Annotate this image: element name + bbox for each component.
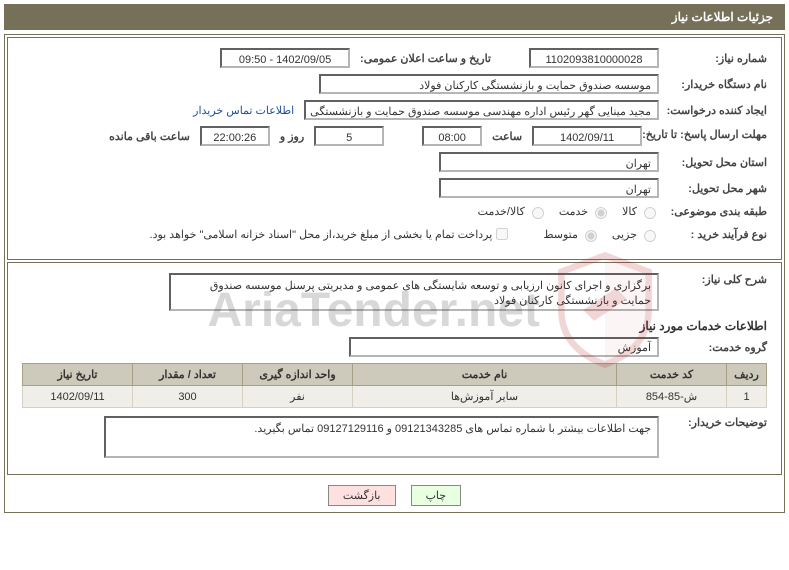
cat-service-label: خدمت xyxy=(559,205,588,218)
buyer-org-label: نام دستگاه خریدار: xyxy=(659,78,767,91)
th-row: ردیف xyxy=(727,364,767,386)
pub-datetime-field: 1402/09/05 - 09:50 xyxy=(220,48,350,68)
cell-idx: 1 xyxy=(727,386,767,408)
cat-goods-label: کالا xyxy=(622,205,637,218)
services-table: ردیف کد خدمت نام خدمت واحد اندازه گیری ت… xyxy=(22,363,767,408)
cat-goods-input[interactable] xyxy=(644,207,656,219)
row-deadline: مهلت ارسال پاسخ: تا تاریخ: 1402/09/11 سا… xyxy=(22,126,767,146)
cell-name: سایر آموزش‌ها xyxy=(353,386,617,408)
table-row: 1 ش-85-854 سایر آموزش‌ها نفر 300 1402/09… xyxy=(23,386,767,408)
desc-field: برگزاری و اجرای کانون ارزیابی و توسعه شا… xyxy=(169,273,659,311)
service-group-field: آموزش xyxy=(349,337,659,357)
city-label: شهر محل تحویل: xyxy=(659,182,767,195)
notes-label: توضیحات خریدار: xyxy=(659,416,767,429)
deadline-date-field: 1402/09/11 xyxy=(532,126,642,146)
buyer-org-field: موسسه صندوق حمایت و بازنشستگی کارکنان فو… xyxy=(319,74,659,94)
cat-both-radio[interactable]: کالا/خدمت xyxy=(478,204,547,219)
proc-medium-input[interactable] xyxy=(585,230,597,242)
cell-unit: نفر xyxy=(243,386,353,408)
page-title: جزئیات اطلاعات نیاز xyxy=(672,10,773,24)
th-code: کد خدمت xyxy=(617,364,727,386)
need-info-box: شماره نیاز: 1102093810000028 تاریخ و ساع… xyxy=(7,37,782,260)
page-header: جزئیات اطلاعات نیاز xyxy=(4,4,785,30)
row-buyer-org: نام دستگاه خریدار: موسسه صندوق حمایت و ب… xyxy=(22,74,767,94)
th-unit: واحد اندازه گیری xyxy=(243,364,353,386)
category-label: طبقه بندی موضوعی: xyxy=(659,205,767,218)
countdown-field: 22:00:26 xyxy=(200,126,270,146)
row-category: طبقه بندی موضوعی: کالا خدمت کالا/خدمت xyxy=(22,204,767,219)
row-need-no: شماره نیاز: 1102093810000028 تاریخ و ساع… xyxy=(22,48,767,68)
row-proc-type: نوع فرآیند خرید : جزیی متوسط پرداخت تمام… xyxy=(22,225,767,243)
th-name: نام خدمت xyxy=(353,364,617,386)
back-button[interactable]: بازگشت xyxy=(328,485,396,506)
th-qty: تعداد / مقدار xyxy=(133,364,243,386)
need-no-label: شماره نیاز: xyxy=(659,52,767,65)
th-date: تاریخ نیاز xyxy=(23,364,133,386)
proc-minor-label: جزیی xyxy=(612,228,637,241)
cat-both-input[interactable] xyxy=(532,207,544,219)
services-section-title: اطلاعات خدمات مورد نیاز xyxy=(22,319,767,333)
description-box: شرح کلی نیاز: برگزاری و اجرای کانون ارزی… xyxy=(7,262,782,475)
cat-both-label: کالا/خدمت xyxy=(478,205,525,218)
row-service-group: گروه خدمت: آموزش xyxy=(22,337,767,357)
cell-code: ش-85-854 xyxy=(617,386,727,408)
remaining-label: ساعت باقی مانده xyxy=(109,130,190,143)
city-field: تهران xyxy=(439,178,659,198)
service-group-label: گروه خدمت: xyxy=(659,341,767,354)
notes-field: جهت اطلاعات بیشتر با شماره تماس های 0912… xyxy=(104,416,659,458)
row-notes: توضیحات خریدار: جهت اطلاعات بیشتر با شما… xyxy=(22,416,767,458)
cell-qty: 300 xyxy=(133,386,243,408)
province-field: تهران xyxy=(439,152,659,172)
proc-type-label: نوع فرآیند خرید : xyxy=(659,228,767,241)
proc-minor-input[interactable] xyxy=(644,230,656,242)
requester-label: ایجاد کننده درخواست: xyxy=(659,104,767,117)
days-field: 5 xyxy=(314,126,384,146)
proc-medium-label: متوسط xyxy=(543,228,578,241)
row-city: شهر محل تحویل: تهران xyxy=(22,178,767,198)
province-label: استان محل تحویل: xyxy=(659,156,767,169)
cat-service-radio[interactable]: خدمت xyxy=(559,204,610,219)
pub-datetime-label: تاریخ و ساعت اعلان عمومی: xyxy=(360,52,491,65)
main-panel: شماره نیاز: 1102093810000028 تاریخ و ساع… xyxy=(4,34,785,513)
desc-label: شرح کلی نیاز: xyxy=(659,273,767,286)
table-header-row: ردیف کد خدمت نام خدمت واحد اندازه گیری ت… xyxy=(23,364,767,386)
islamic-note: پرداخت تمام یا بخشی از مبلغ خرید،از محل … xyxy=(150,228,493,241)
need-no-field: 1102093810000028 xyxy=(529,48,659,68)
cat-service-input[interactable] xyxy=(595,207,607,219)
islamic-treasury-checkbox[interactable] xyxy=(496,228,508,240)
button-bar: چاپ بازگشت xyxy=(7,485,782,506)
deadline-label: مهلت ارسال پاسخ: تا تاریخ: xyxy=(642,129,767,142)
row-desc: شرح کلی نیاز: برگزاری و اجرای کانون ارزی… xyxy=(22,273,767,311)
row-requester: ایجاد کننده درخواست: مجید مینایی گهر رئی… xyxy=(22,100,767,120)
cat-goods-radio[interactable]: کالا xyxy=(622,204,659,219)
time-label: ساعت xyxy=(492,130,522,143)
deadline-time-field: 08:00 xyxy=(422,126,482,146)
buyer-contact-link[interactable]: اطلاعات تماس خریدار xyxy=(193,104,294,117)
days-label: روز و xyxy=(280,130,304,143)
proc-minor-radio[interactable]: جزیی xyxy=(612,227,659,242)
cell-date: 1402/09/11 xyxy=(23,386,133,408)
print-button[interactable]: چاپ xyxy=(411,485,462,506)
proc-medium-radio[interactable]: متوسط xyxy=(543,227,600,242)
requester-field: مجید مینایی گهر رئیس اداره مهندسی موسسه … xyxy=(304,100,659,120)
row-province: استان محل تحویل: تهران xyxy=(22,152,767,172)
